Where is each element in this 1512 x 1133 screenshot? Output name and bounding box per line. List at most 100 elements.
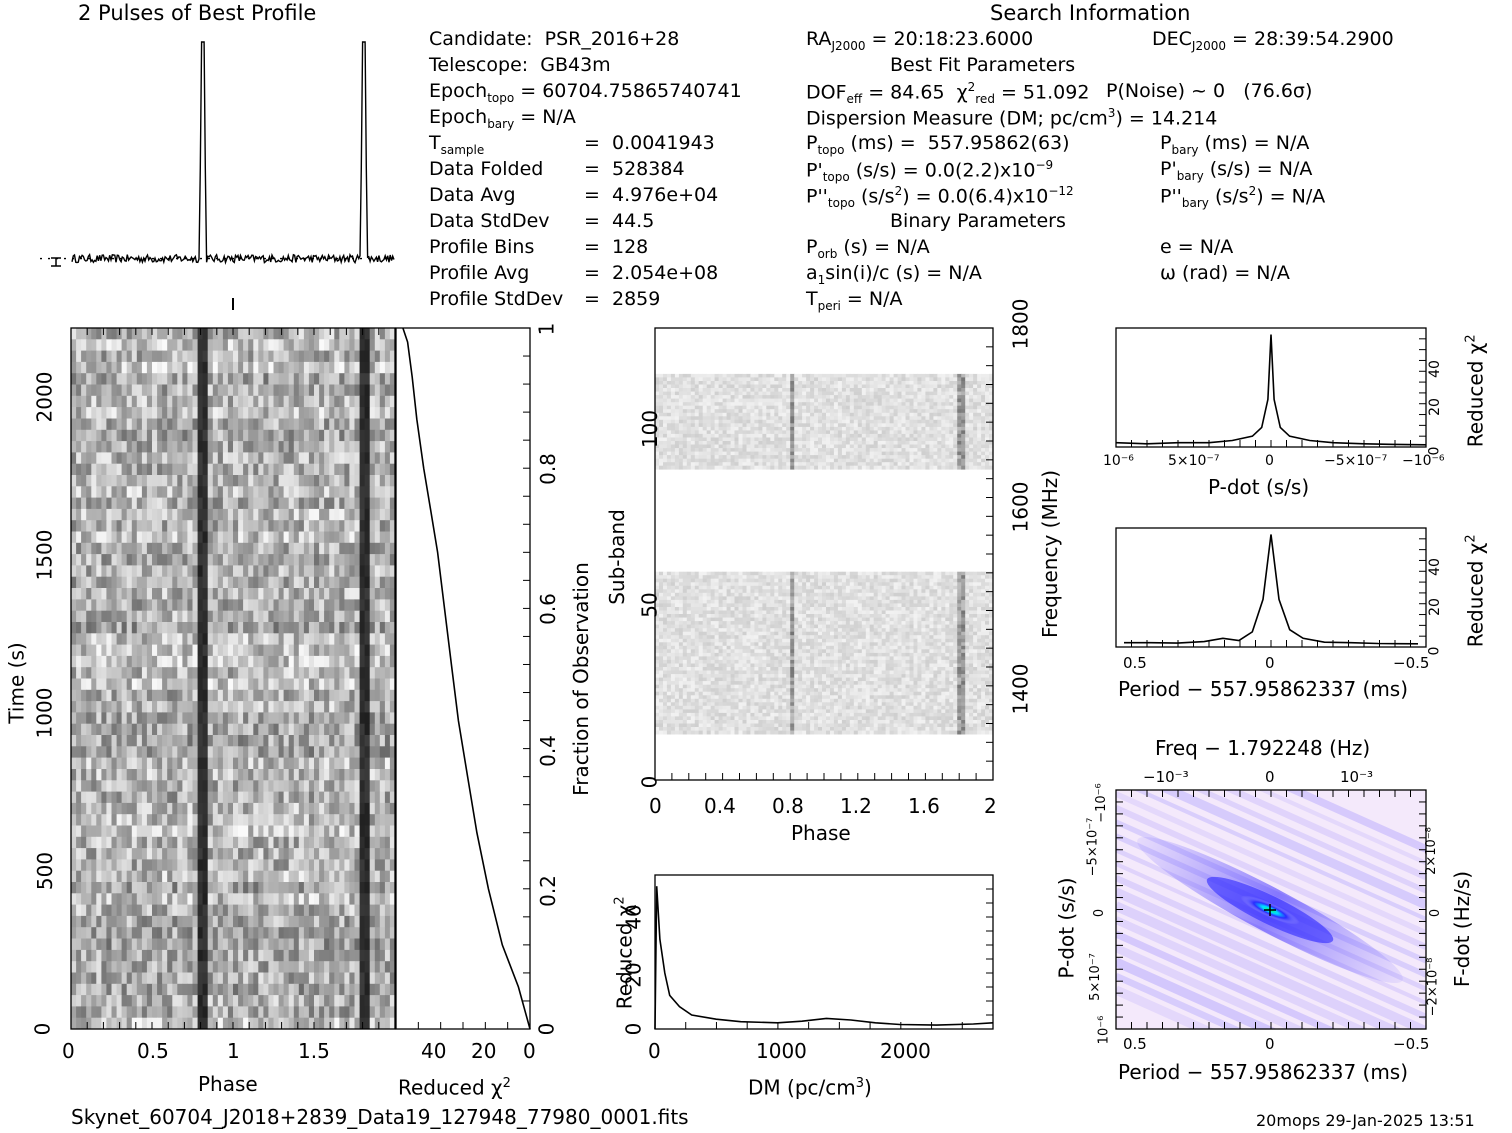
- time-phase-cell: [96, 848, 102, 860]
- time-phase-cell: [268, 339, 274, 351]
- time-phase-cell: [111, 407, 117, 419]
- time-phase-frame: [70, 327, 396, 1030]
- time-phase-cell: [167, 655, 173, 668]
- time-phase-cell: [192, 554, 198, 566]
- time-phase-cell: [308, 904, 315, 917]
- time-phase-cell: [157, 418, 163, 431]
- time-phase-cell: [268, 791, 274, 804]
- time-phase-cell: [349, 429, 355, 442]
- time-phase-cell: [258, 610, 264, 623]
- time-phase-cell: [359, 870, 366, 883]
- time-phase-cell: [369, 848, 376, 860]
- time-phase-cell: [319, 565, 325, 578]
- time-phase-cell: [384, 497, 391, 510]
- time-phase-cell: [136, 373, 143, 385]
- time-phase-cell: [152, 350, 158, 363]
- time-phase-cell: [111, 486, 117, 498]
- subband-cell: [941, 603, 946, 608]
- time-phase-cell: [238, 655, 244, 668]
- time-phase-cell: [288, 384, 295, 397]
- time-phase-cell: [364, 949, 371, 962]
- time-phase-cell: [217, 825, 224, 838]
- time-phase-cell: [71, 361, 77, 374]
- subband-cell: [953, 599, 958, 604]
- subband-cell: [666, 571, 672, 576]
- time-phase-cell: [157, 395, 163, 408]
- time-phase-cell: [354, 486, 360, 498]
- time-phase-cell: [136, 893, 143, 905]
- time-phase-cell: [314, 983, 320, 996]
- time-phase-cell: [141, 927, 148, 939]
- time-phase-cell: [157, 373, 163, 385]
- time-phase-cell: [339, 836, 345, 849]
- time-phase-cell: [106, 508, 112, 521]
- time-phase-cell: [111, 373, 117, 385]
- subband-cell: [837, 599, 843, 604]
- time-phase-cell: [172, 610, 178, 623]
- time-phase-cell: [263, 554, 269, 566]
- time-phase-cell: [374, 949, 381, 962]
- time-phase-cell: [268, 746, 274, 758]
- time-phase-cell: [106, 350, 112, 363]
- time-phase-cell: [197, 361, 204, 374]
- time-phase-cell: [389, 712, 396, 725]
- time-phase-cell: [106, 373, 112, 385]
- time-phase-cell: [101, 644, 107, 657]
- time-phase-cell: [217, 508, 224, 521]
- time-phase-cell: [177, 531, 183, 544]
- time-phase-cell: [329, 723, 335, 736]
- subband-cell: [861, 599, 867, 604]
- subband-cell: [754, 585, 759, 590]
- time-phase-cell: [76, 576, 82, 589]
- time-phase-cell: [359, 361, 366, 374]
- time-phase-cell: [268, 893, 274, 905]
- time-phase-cell: [278, 1006, 285, 1019]
- time-phase-cell: [334, 746, 340, 758]
- subband-cell: [830, 582, 835, 587]
- time-phase-cell: [303, 859, 310, 872]
- time-phase-cell: [349, 520, 355, 532]
- time-phase-cell: [379, 735, 386, 747]
- time-phase-cell: [192, 1006, 198, 1019]
- time-phase-cell: [126, 361, 133, 374]
- time-phase-cell: [389, 972, 396, 985]
- time-phase-cell: [86, 328, 92, 340]
- time-phase-cell: [354, 983, 360, 996]
- time-phase-cell: [187, 610, 193, 623]
- time-phase-cell: [233, 814, 239, 826]
- time-phase-cell: [349, 825, 355, 838]
- time-phase-cell: [288, 610, 295, 623]
- time-phase-cell: [233, 712, 239, 725]
- subband-cell: [802, 575, 807, 580]
- time-phase-cell: [217, 384, 224, 397]
- time-phase-cell: [369, 531, 376, 544]
- time-phase-cell: [101, 339, 107, 351]
- time-phase-cell: [314, 452, 320, 465]
- time-phase-cell: [81, 441, 87, 453]
- time-phase-cell: [258, 418, 264, 431]
- time-phase-cell: [334, 723, 340, 736]
- time-phase-cell: [96, 633, 102, 645]
- subband-cell: [849, 589, 855, 594]
- time-phase-cell: [329, 497, 335, 510]
- time-phase-cell: [81, 836, 87, 849]
- time-phase-cell: [197, 995, 204, 1007]
- time-phase-cell: [187, 565, 193, 578]
- time-phase-cell: [187, 983, 193, 996]
- time-phase-cell: [111, 429, 117, 442]
- subband-cell: [857, 603, 863, 608]
- time-phase-cell: [233, 927, 239, 939]
- time-phase-cell: [197, 452, 204, 465]
- time-phase-cell: [111, 825, 117, 838]
- time-phase-cell: [187, 678, 193, 691]
- time-phase-cell: [126, 429, 133, 442]
- time-phase-cell: [379, 1006, 386, 1019]
- time-phase-cell: [263, 723, 269, 736]
- time-phase-cell: [182, 701, 188, 713]
- time-phase-cell: [71, 870, 77, 883]
- subband-cell: [857, 575, 863, 580]
- time-phase-cell: [192, 678, 198, 691]
- time-phase-cell: [227, 633, 234, 645]
- time-phase-cell: [354, 622, 360, 634]
- time-phase-cell: [243, 475, 249, 487]
